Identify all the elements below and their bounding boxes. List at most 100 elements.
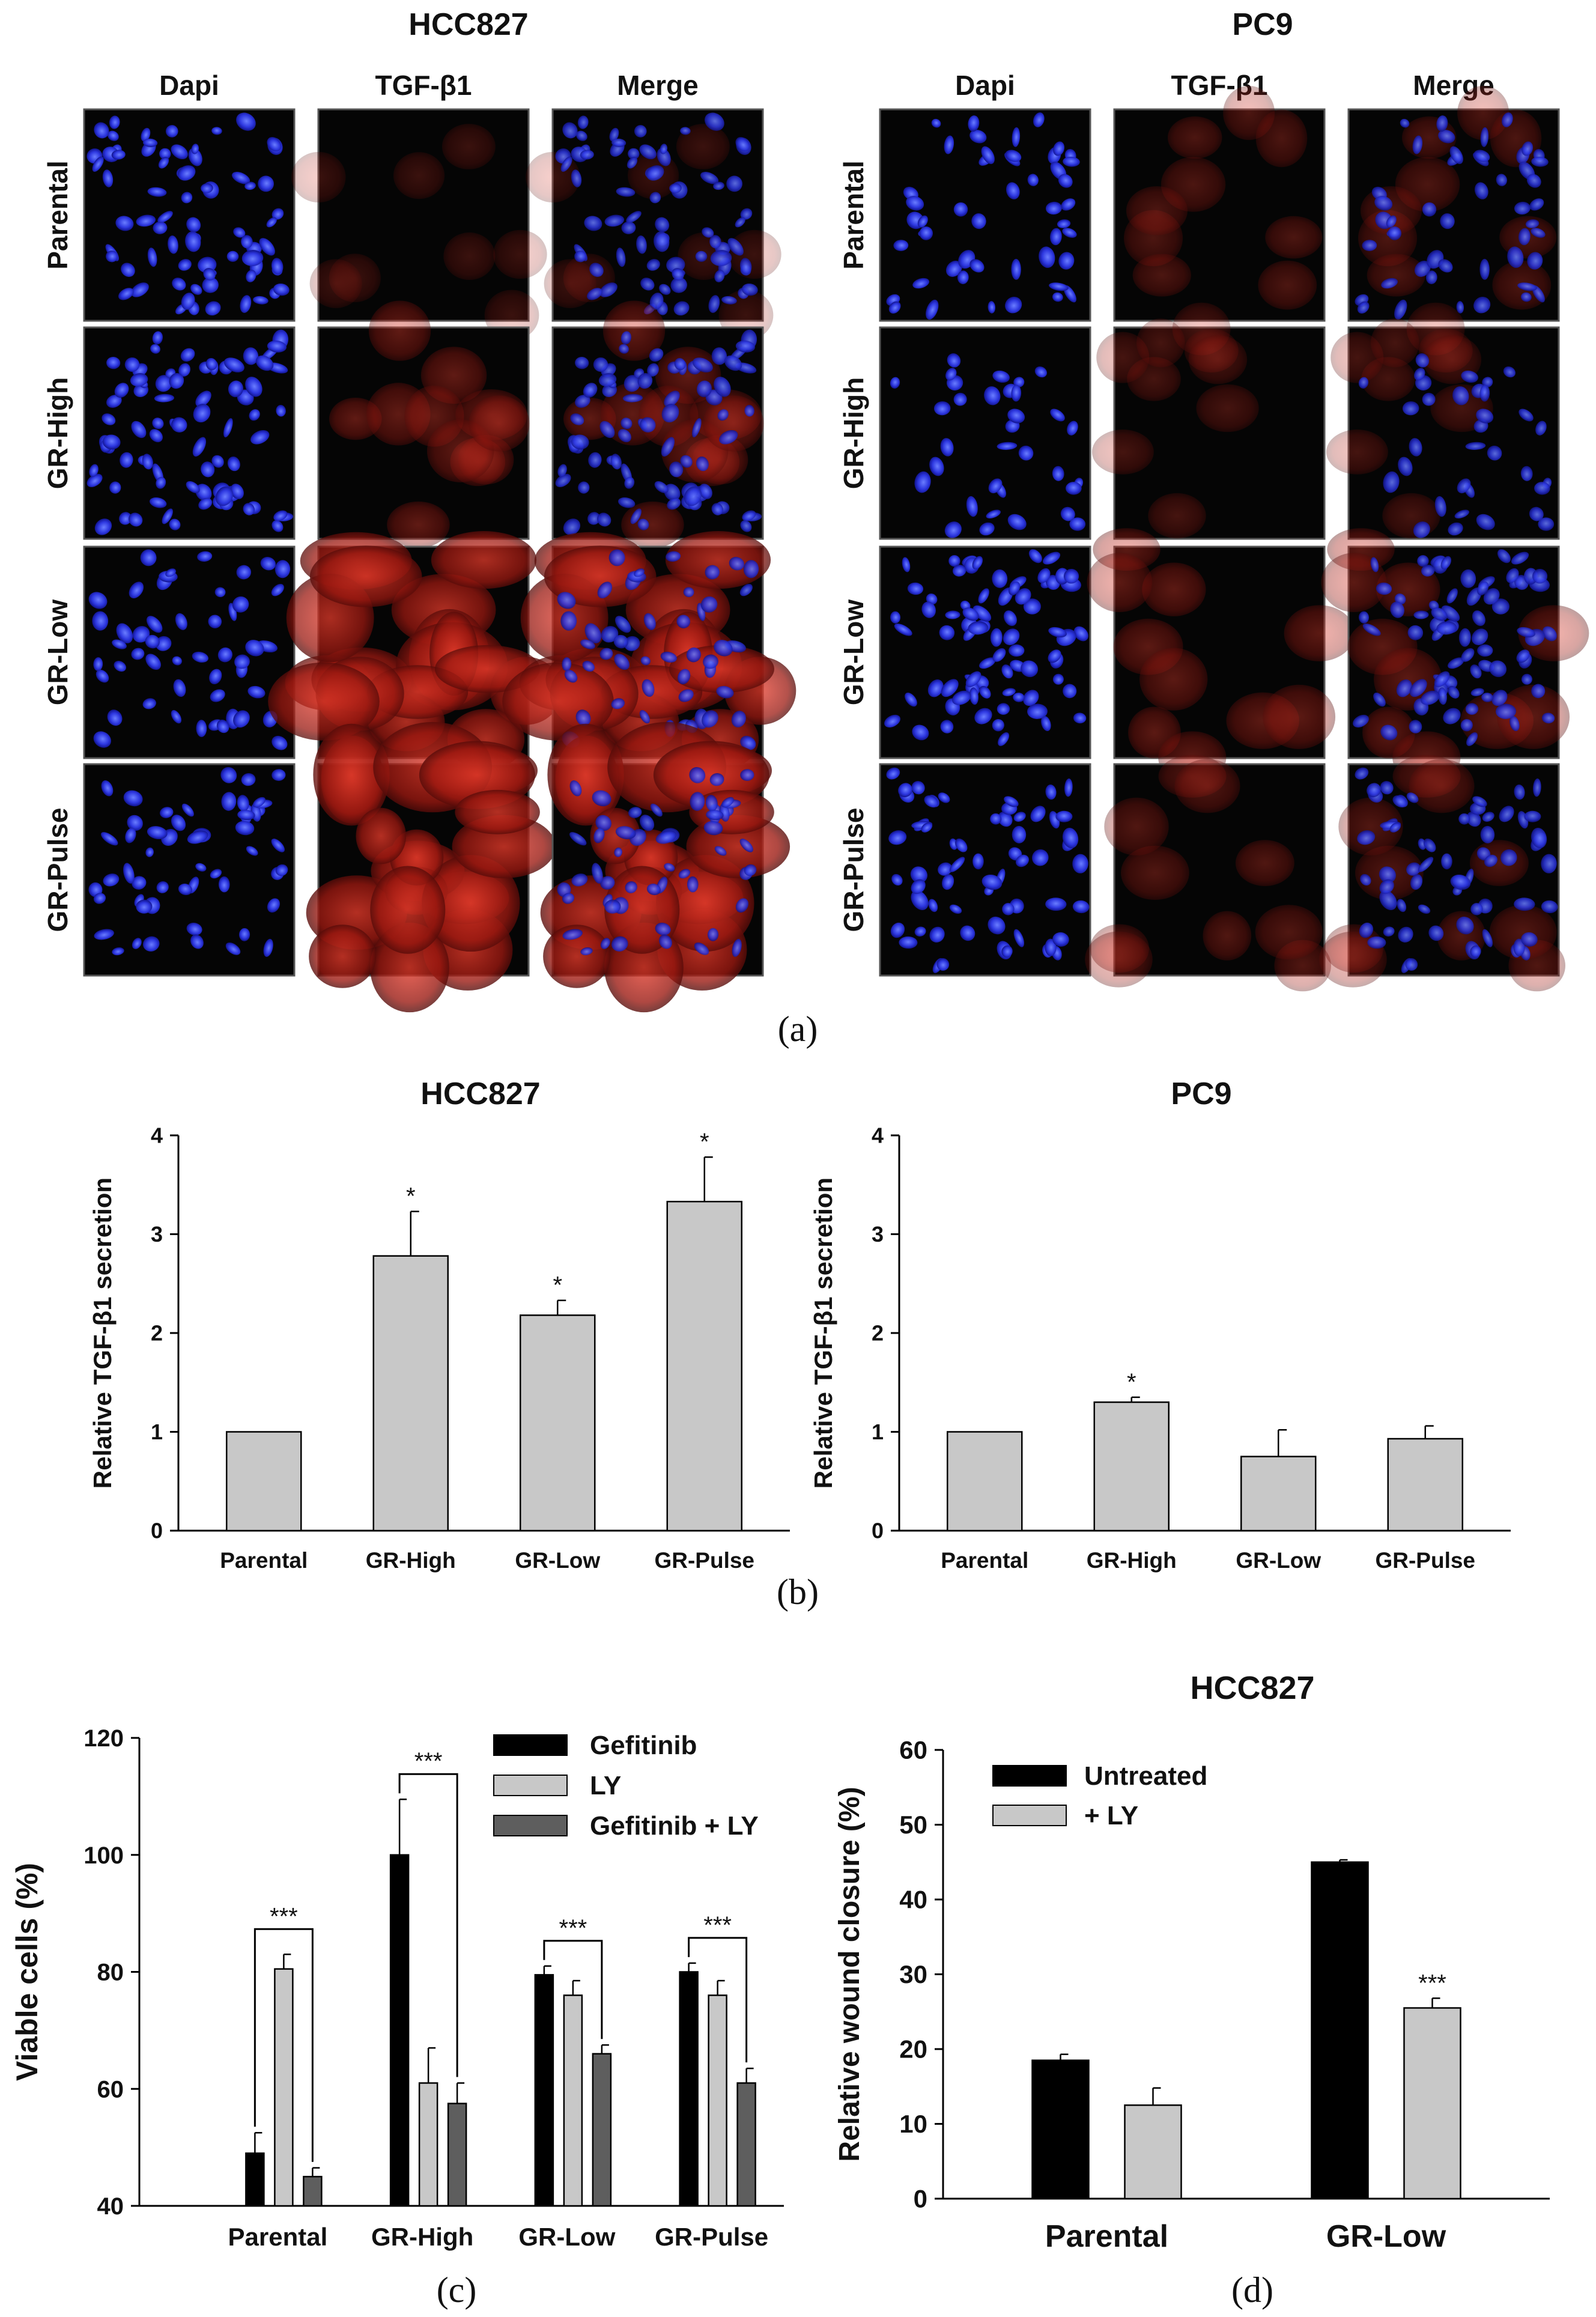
nucleus: [617, 429, 631, 443]
nucleus: [131, 421, 147, 439]
nucleus: [86, 473, 103, 487]
nucleus: [1413, 610, 1429, 619]
nucleus: [214, 587, 226, 598]
stain-blob: [1469, 840, 1529, 887]
nucleus: [627, 157, 638, 169]
nucleus: [666, 551, 681, 562]
nucleus: [600, 876, 615, 890]
nucleus: [564, 669, 578, 683]
nucleus: [1532, 568, 1548, 584]
stain-blob: [309, 925, 377, 988]
nucleus: [710, 250, 732, 267]
nucleus: [186, 922, 202, 936]
nucleus: [1386, 215, 1397, 228]
stain-blob: [656, 855, 754, 952]
nucleus: [1480, 825, 1495, 843]
y-tick-label: 60: [97, 2076, 124, 2103]
nucleus: [172, 278, 186, 291]
chart-b-hcc827: 0 1 2 3 4 Relative TGF-β1 secretion HCC827 Pare…: [88, 1077, 790, 1573]
bar: [1240, 1456, 1317, 1532]
nucleus: [1541, 854, 1557, 873]
row-label-pc9: GR-Pulse: [838, 807, 869, 932]
nucleus: [1011, 384, 1022, 402]
micrograph-pc9-1: [1091, 302, 1326, 540]
nucleus: [192, 437, 207, 457]
nucleus: [640, 278, 655, 291]
stain-blob: [1497, 684, 1570, 749]
nucleus: [94, 518, 112, 535]
nucleus: [1037, 568, 1051, 583]
nucleus: [272, 735, 288, 750]
nucleus: [1457, 478, 1471, 494]
nucleus: [195, 390, 211, 407]
nucleus: [940, 438, 954, 457]
nucleus: [1470, 945, 1481, 958]
nucleus: [102, 169, 114, 187]
nucleus: [186, 217, 201, 232]
nucleus: [615, 826, 636, 840]
nucleus: [1013, 929, 1025, 947]
panel-label-a: (a): [778, 1009, 818, 1049]
nucleus: [142, 698, 156, 709]
bar: [389, 1854, 410, 2207]
nucleus: [902, 557, 911, 572]
nucleus: [592, 790, 611, 807]
nucleus: [992, 569, 1008, 588]
nucleus: [974, 708, 992, 724]
nucleus: [171, 144, 188, 160]
nucleus: [276, 404, 286, 417]
stain-blob: [1132, 254, 1191, 297]
y-tick-label: 4: [872, 1123, 884, 1148]
nucleus: [1466, 811, 1481, 827]
nucleus: [156, 881, 169, 893]
stain-blob: [493, 229, 547, 279]
micrograph-pc9-2: [1319, 755, 1565, 992]
nucleus: [945, 368, 957, 381]
nucleus: [271, 583, 284, 597]
nucleus: [727, 238, 744, 256]
nucleus: [253, 296, 269, 305]
nucleus: [1535, 421, 1547, 436]
nucleus: [592, 863, 603, 884]
nucleus: [1521, 932, 1538, 947]
nucleus: [123, 863, 135, 884]
nucleus: [1418, 857, 1434, 872]
y-tick-label: 50: [899, 1811, 927, 1839]
nucleus: [1448, 657, 1464, 669]
nucleus: [201, 183, 213, 193]
nucleus: [1400, 118, 1410, 128]
nucleus: [625, 881, 637, 893]
nucleus: [1027, 703, 1048, 719]
nucleus: [1465, 703, 1479, 715]
column-label-hcc827: TGF-β1: [375, 70, 472, 101]
nucleus: [620, 331, 631, 345]
nucleus: [1477, 644, 1493, 657]
nucleus: [562, 929, 583, 940]
nucleus: [94, 122, 109, 139]
nucleus: [914, 926, 926, 937]
y-axis-label: Viable cells (%): [10, 1863, 44, 2081]
nucleus: [198, 497, 213, 510]
y-tick-label: 20: [899, 2035, 927, 2063]
nucleus: [1055, 810, 1073, 822]
nucleus: [165, 125, 178, 138]
chart-b-pc9: 0 1 2 3 4 Relative TGF-β1 secretion PC9 Parenta…: [809, 1077, 1511, 1573]
nucleus: [972, 605, 992, 622]
bar: [447, 2103, 467, 2207]
stain-blob: [1196, 384, 1259, 433]
nucleus: [676, 615, 691, 628]
nucleus: [1418, 904, 1431, 914]
nucleus: [114, 661, 126, 672]
y-tick-label: 2: [872, 1321, 884, 1346]
nucleus: [1521, 673, 1532, 685]
nucleus: [234, 654, 250, 669]
stain-blob: [1087, 553, 1153, 612]
nucleus: [1013, 812, 1026, 822]
nucleus: [1027, 174, 1039, 186]
nucleus: [124, 357, 140, 372]
nucleus: [952, 565, 966, 577]
nucleus: [178, 363, 190, 377]
nucleus: [215, 486, 234, 506]
legend-swatch: [992, 1805, 1067, 1826]
nucleus: [927, 679, 944, 697]
